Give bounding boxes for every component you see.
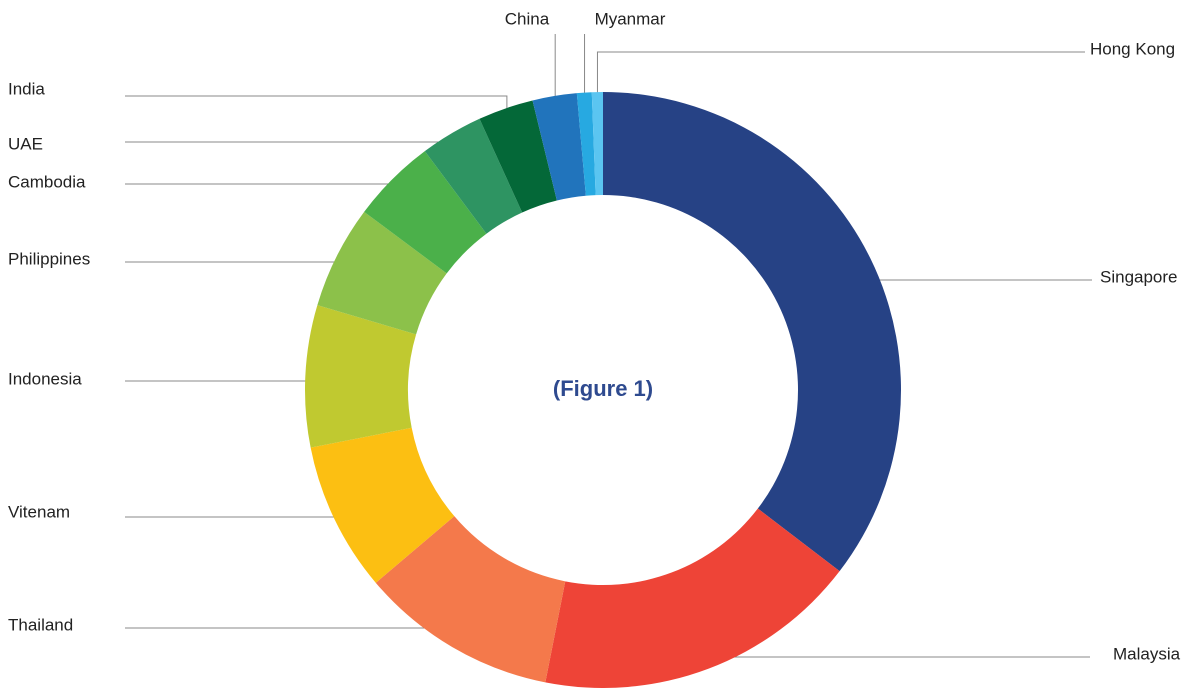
slice — [317, 211, 447, 335]
slice-label: Philippines — [8, 249, 90, 268]
slice-label: India — [8, 79, 45, 98]
leader-line — [125, 516, 339, 518]
slice — [532, 93, 586, 201]
slice — [591, 92, 603, 196]
slice — [364, 151, 487, 274]
slice-label: UAE — [8, 134, 43, 153]
slice — [305, 305, 417, 448]
leader-line — [866, 259, 1092, 281]
slice-label: Myanmar — [595, 9, 666, 28]
leader-line — [125, 95, 508, 113]
slice — [479, 100, 557, 213]
slice-label: Vitenam — [8, 502, 70, 521]
leader-line — [125, 627, 455, 644]
slice-label: Malaysia — [1113, 644, 1181, 663]
center-title: (Figure 1) — [553, 376, 653, 401]
leader-line — [706, 656, 1090, 666]
slice — [424, 118, 523, 234]
slice-label: Singapore — [1100, 267, 1178, 286]
slice — [603, 92, 901, 572]
leader-line — [125, 258, 341, 263]
slice — [375, 516, 566, 683]
slice — [310, 427, 455, 583]
leader-line — [596, 51, 1085, 97]
leader-line — [125, 182, 396, 185]
slice-label: Thailand — [8, 615, 73, 634]
slice — [576, 92, 596, 196]
leader-line — [125, 376, 310, 382]
slice-label: Indonesia — [8, 369, 82, 388]
slice-label: Hong Kong — [1090, 39, 1175, 58]
slice-label: China — [505, 9, 550, 28]
leader-line — [125, 136, 454, 143]
slice — [545, 508, 840, 688]
slice-label: Cambodia — [8, 172, 86, 191]
